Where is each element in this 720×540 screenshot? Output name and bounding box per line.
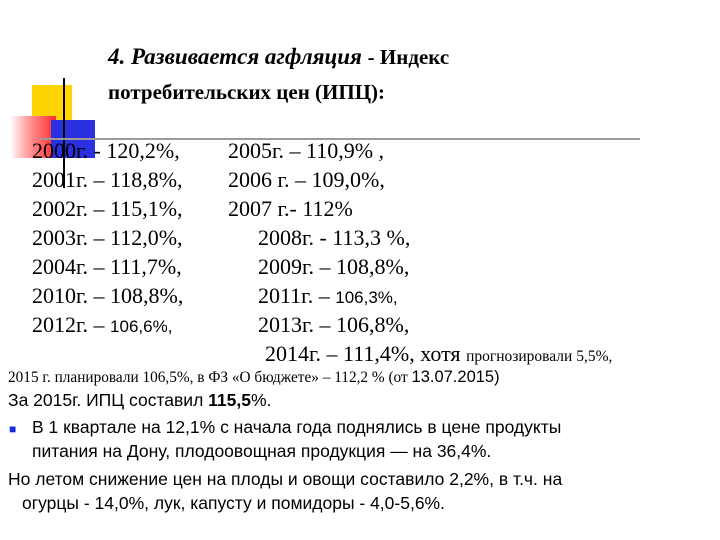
summer-line-2: огурцы - 14,0%, лук, капусту и помидоры … [22,493,445,513]
year-2001: 2001г. – 118,8%, [32,167,183,192]
bullet-square-icon: ■ [9,422,17,436]
year-2011-prefix: 2011г. – [258,283,336,308]
year-2012-value: 106,6%, [110,317,173,336]
year-2012-prefix: 2012г. – [32,312,111,337]
year-2009: 2009г. – 108,8%, [258,254,410,279]
horizontal-divider-line [40,138,640,140]
note-2015-date: 13.07.2015) [411,368,500,386]
year-2004: 2004г. – 111,7%, [32,254,182,279]
red-gradient-square-decoration [10,116,56,158]
year-2011-value: 106,3%, [335,288,398,307]
title-accent: 4. Развивается агфляция [108,44,362,69]
bullet-line-1: В 1 квартале на 12,1% с начала года подн… [32,417,562,437]
cpi-2015-prefix: За 2015г. ИПЦ составил [8,390,209,410]
year-2014-main: 2014г. – 111,4%, хотя [265,341,467,366]
slide-title-line2: потребительских цен (ИПЦ): [108,80,386,104]
year-2010: 2010г. – 108,8%, [32,283,184,308]
vertical-divider-line [63,78,65,188]
year-2013: 2013г. – 106,8%, [258,312,410,337]
year-2008: 2008г. - 113,3 %, [258,225,411,250]
cpi-2015-value: 115,5 [208,390,251,410]
year-2000: 2000г. - 120,2%, [32,138,180,163]
year-2011: 2011г. – 106,3%, [258,283,398,309]
note-2015-main: 2015 г. планировали 106,5%, в ФЗ «О бюдж… [8,369,412,386]
note-2015: 2015 г. планировали 106,5%, в ФЗ «О бюдж… [8,368,500,387]
year-2005: 2005г. – 110,9% , [228,138,385,163]
title-rest: - Индекс [367,45,450,69]
year-2003: 2003г. – 112,0%, [32,225,183,250]
year-2007: 2007 г.- 112% [228,196,353,221]
year-2014-forecast: прогнозировали 5,5%, [466,348,613,365]
slide-title: 4. Развивается агфляция - Индекс [108,44,449,70]
bullet-line-2: питания на Дону, плодоовощная продукция … [32,441,492,461]
year-2014: 2014г. – 111,4%, хотя прогнозировали 5,5… [265,341,612,367]
cpi-2015-suffix: %. [250,390,272,410]
summer-line-1: Но летом снижение цен на плоды и овощи с… [8,469,563,489]
year-2002: 2002г. – 115,1%, [32,196,183,221]
cpi-2015: За 2015г. ИПЦ составил 115,5%. [8,390,271,411]
year-2012: 2012г. – 106,6%, [32,312,172,338]
year-2006: 2006 г. – 109,0%, [228,167,385,192]
